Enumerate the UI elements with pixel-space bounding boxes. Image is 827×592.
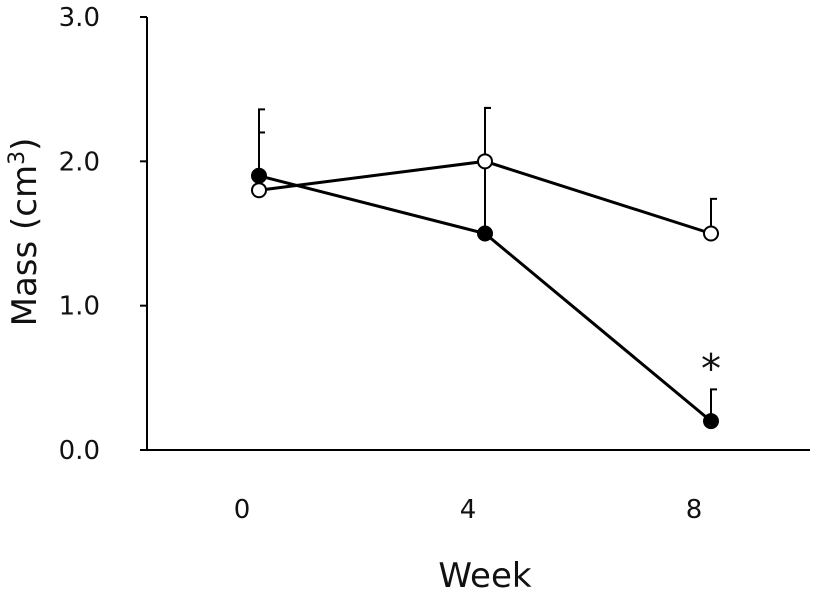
y-tick-label: 0.0 [59,436,100,466]
data-point-filled [251,167,267,184]
data-points [251,153,719,430]
x-tick-label: 8 [686,495,703,525]
y-tick-label: 1.0 [59,292,100,322]
x-axis-title: Week [438,556,531,592]
y-tick-label: 2.0 [59,147,100,177]
y-axis-title-main: Mass (cm [5,165,45,326]
y-tick-label: 3.0 [59,3,100,33]
data-point-filled [703,413,719,430]
significance-marker: * [701,347,721,393]
y-tick-labels: 0.0 1.0 2.0 3.0 [59,3,100,466]
x-tick-label: 4 [460,495,477,525]
data-point-open [703,225,719,242]
x-tick-labels: 0 4 8 [234,495,703,525]
y-axis-title-close: ) [5,138,45,151]
annotations: * [701,347,721,393]
data-point-open [477,153,493,170]
y-axis-title-superscript: 3 [5,151,30,165]
data-point-filled [477,225,493,242]
y-axis [140,16,148,451]
data-point-open [251,182,267,199]
y-axis-title: Mass (cm3) [5,138,45,327]
x-tick-label: 0 [234,495,251,525]
